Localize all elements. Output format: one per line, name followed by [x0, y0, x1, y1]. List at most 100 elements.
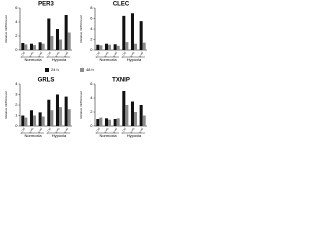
x-tick-label: si H2 [63, 126, 70, 134]
bar [47, 99, 51, 126]
y-tick-label: 2 [15, 33, 18, 38]
bar [125, 42, 129, 50]
y-tick-label: 6 [90, 81, 93, 86]
x-tick-label: si H1 [103, 50, 110, 58]
bar [113, 119, 117, 126]
bar [122, 15, 126, 50]
bar [29, 43, 33, 50]
bar [24, 44, 28, 50]
x-tick-label: si Ctrl [94, 50, 101, 58]
y-tick-label: 6 [15, 5, 18, 10]
bar [38, 42, 42, 50]
y-tick-label: 1 [15, 113, 18, 118]
bar [99, 45, 103, 50]
x-tick-label: si H2 [138, 50, 145, 58]
bar [33, 115, 37, 126]
y-tick-label: 4 [90, 26, 93, 31]
y-tick-label: 2 [90, 109, 93, 114]
x-tick-label: si Ctrl [45, 126, 52, 134]
bar [130, 13, 134, 50]
bar [104, 118, 108, 126]
bar [134, 43, 138, 50]
y-tick-label: 4 [90, 95, 93, 100]
x-tick-label: si H2 [112, 50, 119, 58]
bar [41, 43, 45, 50]
bar [64, 15, 68, 50]
bar [139, 21, 143, 50]
x-tick-label: si H1 [54, 50, 61, 58]
legend-label: 48 h [86, 67, 94, 72]
bar [96, 119, 100, 126]
chart-title: PER3 [38, 2, 54, 8]
legend-swatch [80, 68, 84, 72]
x-tick-label: si H2 [37, 50, 44, 58]
bar [142, 42, 146, 50]
y-axis-label: Relative mRNA level [4, 15, 8, 43]
y-tick-label: 4 [15, 81, 18, 86]
group-label: Hypoxia [127, 57, 142, 62]
group-label: Hypoxia [127, 133, 142, 138]
group-label: Hypoxia [52, 57, 67, 62]
bar [55, 29, 59, 50]
x-tick-label: si Ctrl [19, 50, 26, 58]
bar [21, 43, 25, 50]
bar [99, 117, 103, 126]
bar [139, 105, 143, 126]
y-tick-label: 0 [90, 123, 93, 128]
bar [67, 32, 71, 50]
x-tick-label: si H1 [103, 126, 110, 134]
bar [116, 45, 120, 50]
bar [116, 118, 120, 126]
bar [130, 101, 134, 126]
x-tick-label: si H2 [63, 50, 70, 58]
bar [108, 44, 112, 50]
chart-title: GRLS [38, 78, 55, 84]
y-tick-label: 8 [90, 5, 93, 10]
bar [50, 36, 54, 50]
x-tick-label: si H1 [28, 126, 35, 134]
y-axis-label: Relative mRNA level [79, 91, 83, 119]
bar [55, 94, 59, 126]
bar [21, 115, 25, 126]
y-tick-label: 4 [15, 19, 18, 24]
bar [29, 110, 33, 126]
bar [47, 18, 51, 50]
x-tick-label: si Ctrl [45, 50, 52, 58]
x-tick-label: si Ctrl [94, 126, 101, 134]
x-tick-label: si Ctrl [19, 126, 26, 134]
x-tick-label: si H1 [129, 50, 136, 58]
bar [50, 110, 54, 126]
x-tick-label: si H2 [138, 126, 145, 134]
bar [33, 45, 37, 50]
bar [38, 112, 42, 126]
x-tick-label: si H2 [37, 126, 44, 134]
x-tick-label: si Ctrl [120, 126, 127, 134]
y-axis-label: Relative mRNA level [4, 91, 8, 119]
y-tick-label: 0 [15, 123, 18, 128]
y-tick-label: 2 [15, 102, 18, 107]
bar [108, 119, 112, 126]
bar [59, 107, 63, 126]
bar [125, 105, 129, 126]
bar [122, 91, 126, 126]
legend-label: 24 h [51, 67, 59, 72]
bar [134, 112, 138, 126]
chart-title: CLEC [113, 2, 130, 8]
bar [113, 44, 117, 50]
x-tick-label: si H1 [129, 126, 136, 134]
bar [59, 39, 63, 50]
group-label: Normoxia [24, 57, 42, 62]
bar [64, 96, 68, 126]
bar [24, 117, 28, 126]
group-label: Hypoxia [52, 133, 67, 138]
x-tick-label: si H1 [28, 50, 35, 58]
y-tick-label: 0 [15, 47, 18, 52]
y-tick-label: 0 [90, 47, 93, 52]
x-tick-label: si H2 [112, 126, 119, 134]
bar [41, 116, 45, 126]
bar [104, 43, 108, 50]
bar [142, 115, 146, 126]
y-tick-label: 6 [90, 16, 93, 21]
y-tick-label: 2 [90, 37, 93, 42]
